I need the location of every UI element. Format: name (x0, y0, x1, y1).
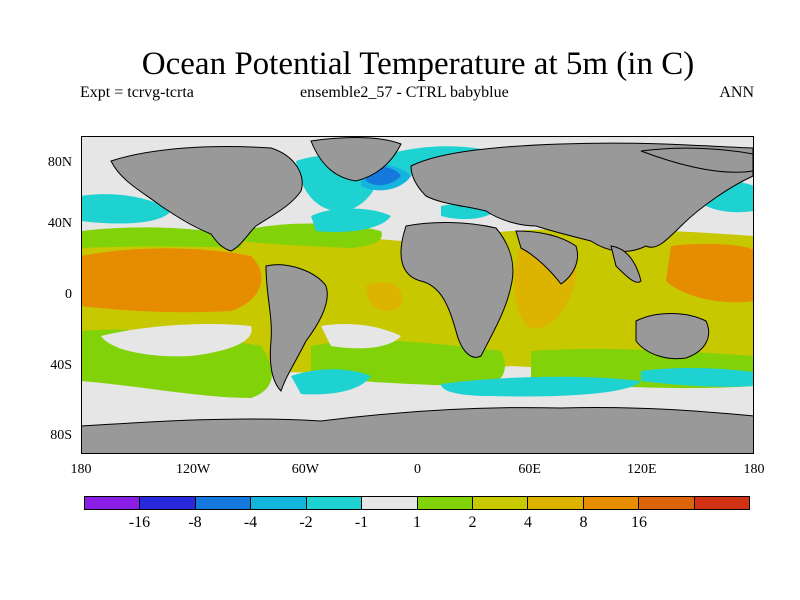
lon-tick-label: 180 (70, 462, 92, 477)
anomaly-south-pacific-neutral (101, 324, 252, 357)
colorbar-swatch (417, 497, 473, 509)
anomaly-southern-ocean-cyan-east (441, 376, 641, 397)
lat-tick-label: 40S (50, 357, 72, 373)
lon-tick-label: 120W (176, 462, 211, 477)
lat-tick-label: 40N (47, 216, 72, 232)
colorbar-label: -8 (188, 514, 202, 531)
colorbar-label: 8 (579, 514, 588, 531)
colorbar-swatch (583, 497, 640, 509)
land-south-america (265, 264, 328, 392)
ensemble-label: ensemble2_57 - CTRL babyblue (300, 84, 509, 101)
lat-tick-label: 80S (50, 428, 72, 444)
anomaly-north-pacific-cold (81, 194, 171, 224)
lat-tick-label: 80N (47, 154, 72, 170)
lon-tick-label: 60W (291, 462, 319, 477)
land-australia (635, 313, 710, 360)
colorbar-swatch (251, 497, 307, 509)
land-north-america (110, 146, 303, 252)
land-africa (400, 222, 514, 358)
colorbar-swatch (362, 497, 418, 509)
colorbar-label: 2 (468, 514, 477, 531)
anomaly-southern-ocean-cyan-west (291, 369, 371, 395)
colorbar-label: 1 (413, 514, 421, 531)
anomaly-layer (81, 146, 754, 398)
anomaly-southern-ocean-cyan-far-east (641, 368, 754, 387)
lon-tick-label: 180 (743, 462, 765, 477)
lat-tick-label: 0 (65, 287, 72, 302)
lon-tick-label: 0 (414, 462, 421, 477)
anomaly-atlantic-warm (366, 282, 402, 311)
colorbar-label: 16 (631, 514, 647, 531)
land-arabia-india (515, 230, 578, 285)
lon-tick-label: 60E (518, 462, 541, 477)
colorbar-swatch (528, 497, 584, 509)
chart-title: Ocean Potential Temperature at 5m (in C) (141, 46, 695, 82)
land-greenland (310, 137, 402, 182)
colorbar-swatch (85, 497, 141, 509)
map-panel (81, 136, 754, 454)
anomaly-west-pacific-warm (666, 243, 754, 303)
land-southeast-asia (610, 245, 642, 283)
colorbar-label: -2 (299, 514, 313, 531)
colorbar-swatch (140, 497, 196, 509)
anomaly-pacific-warm (81, 248, 262, 313)
season-label: ANN (719, 84, 754, 101)
colorbar-label: -16 (128, 514, 151, 531)
colorbar-label: -4 (243, 514, 258, 531)
colorbar-swatch (694, 497, 750, 509)
world-map (81, 136, 754, 454)
land-layer (81, 137, 754, 454)
colorbar-label: 4 (524, 514, 532, 531)
colorbar (84, 496, 750, 510)
land-europe-asia (410, 142, 754, 252)
land-antarctica (81, 407, 754, 454)
anomaly-south-atlantic-neutral (321, 324, 401, 349)
experiment-label: Expt = tcrvg-tcrta (80, 84, 194, 101)
lon-tick-label: 120E (627, 462, 657, 477)
colorbar-swatch (195, 497, 252, 509)
anomaly-north-pacific-green (81, 227, 241, 248)
anomaly-north-atlantic-cold (311, 208, 391, 233)
colorbar-swatch (639, 497, 695, 509)
map-border (81, 136, 754, 454)
colorbar-swatch (306, 497, 363, 509)
colorbar-swatch (472, 497, 529, 509)
colorbar-label: -1 (354, 514, 369, 531)
